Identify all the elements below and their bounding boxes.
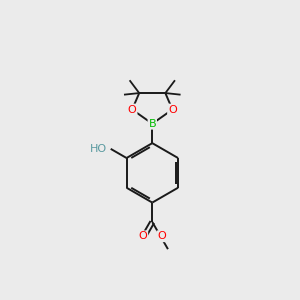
Text: O: O: [157, 231, 166, 241]
Text: B: B: [148, 119, 156, 129]
Text: O: O: [168, 104, 177, 115]
Text: HO: HO: [89, 144, 106, 154]
Text: O: O: [139, 231, 147, 241]
Text: O: O: [128, 104, 136, 115]
